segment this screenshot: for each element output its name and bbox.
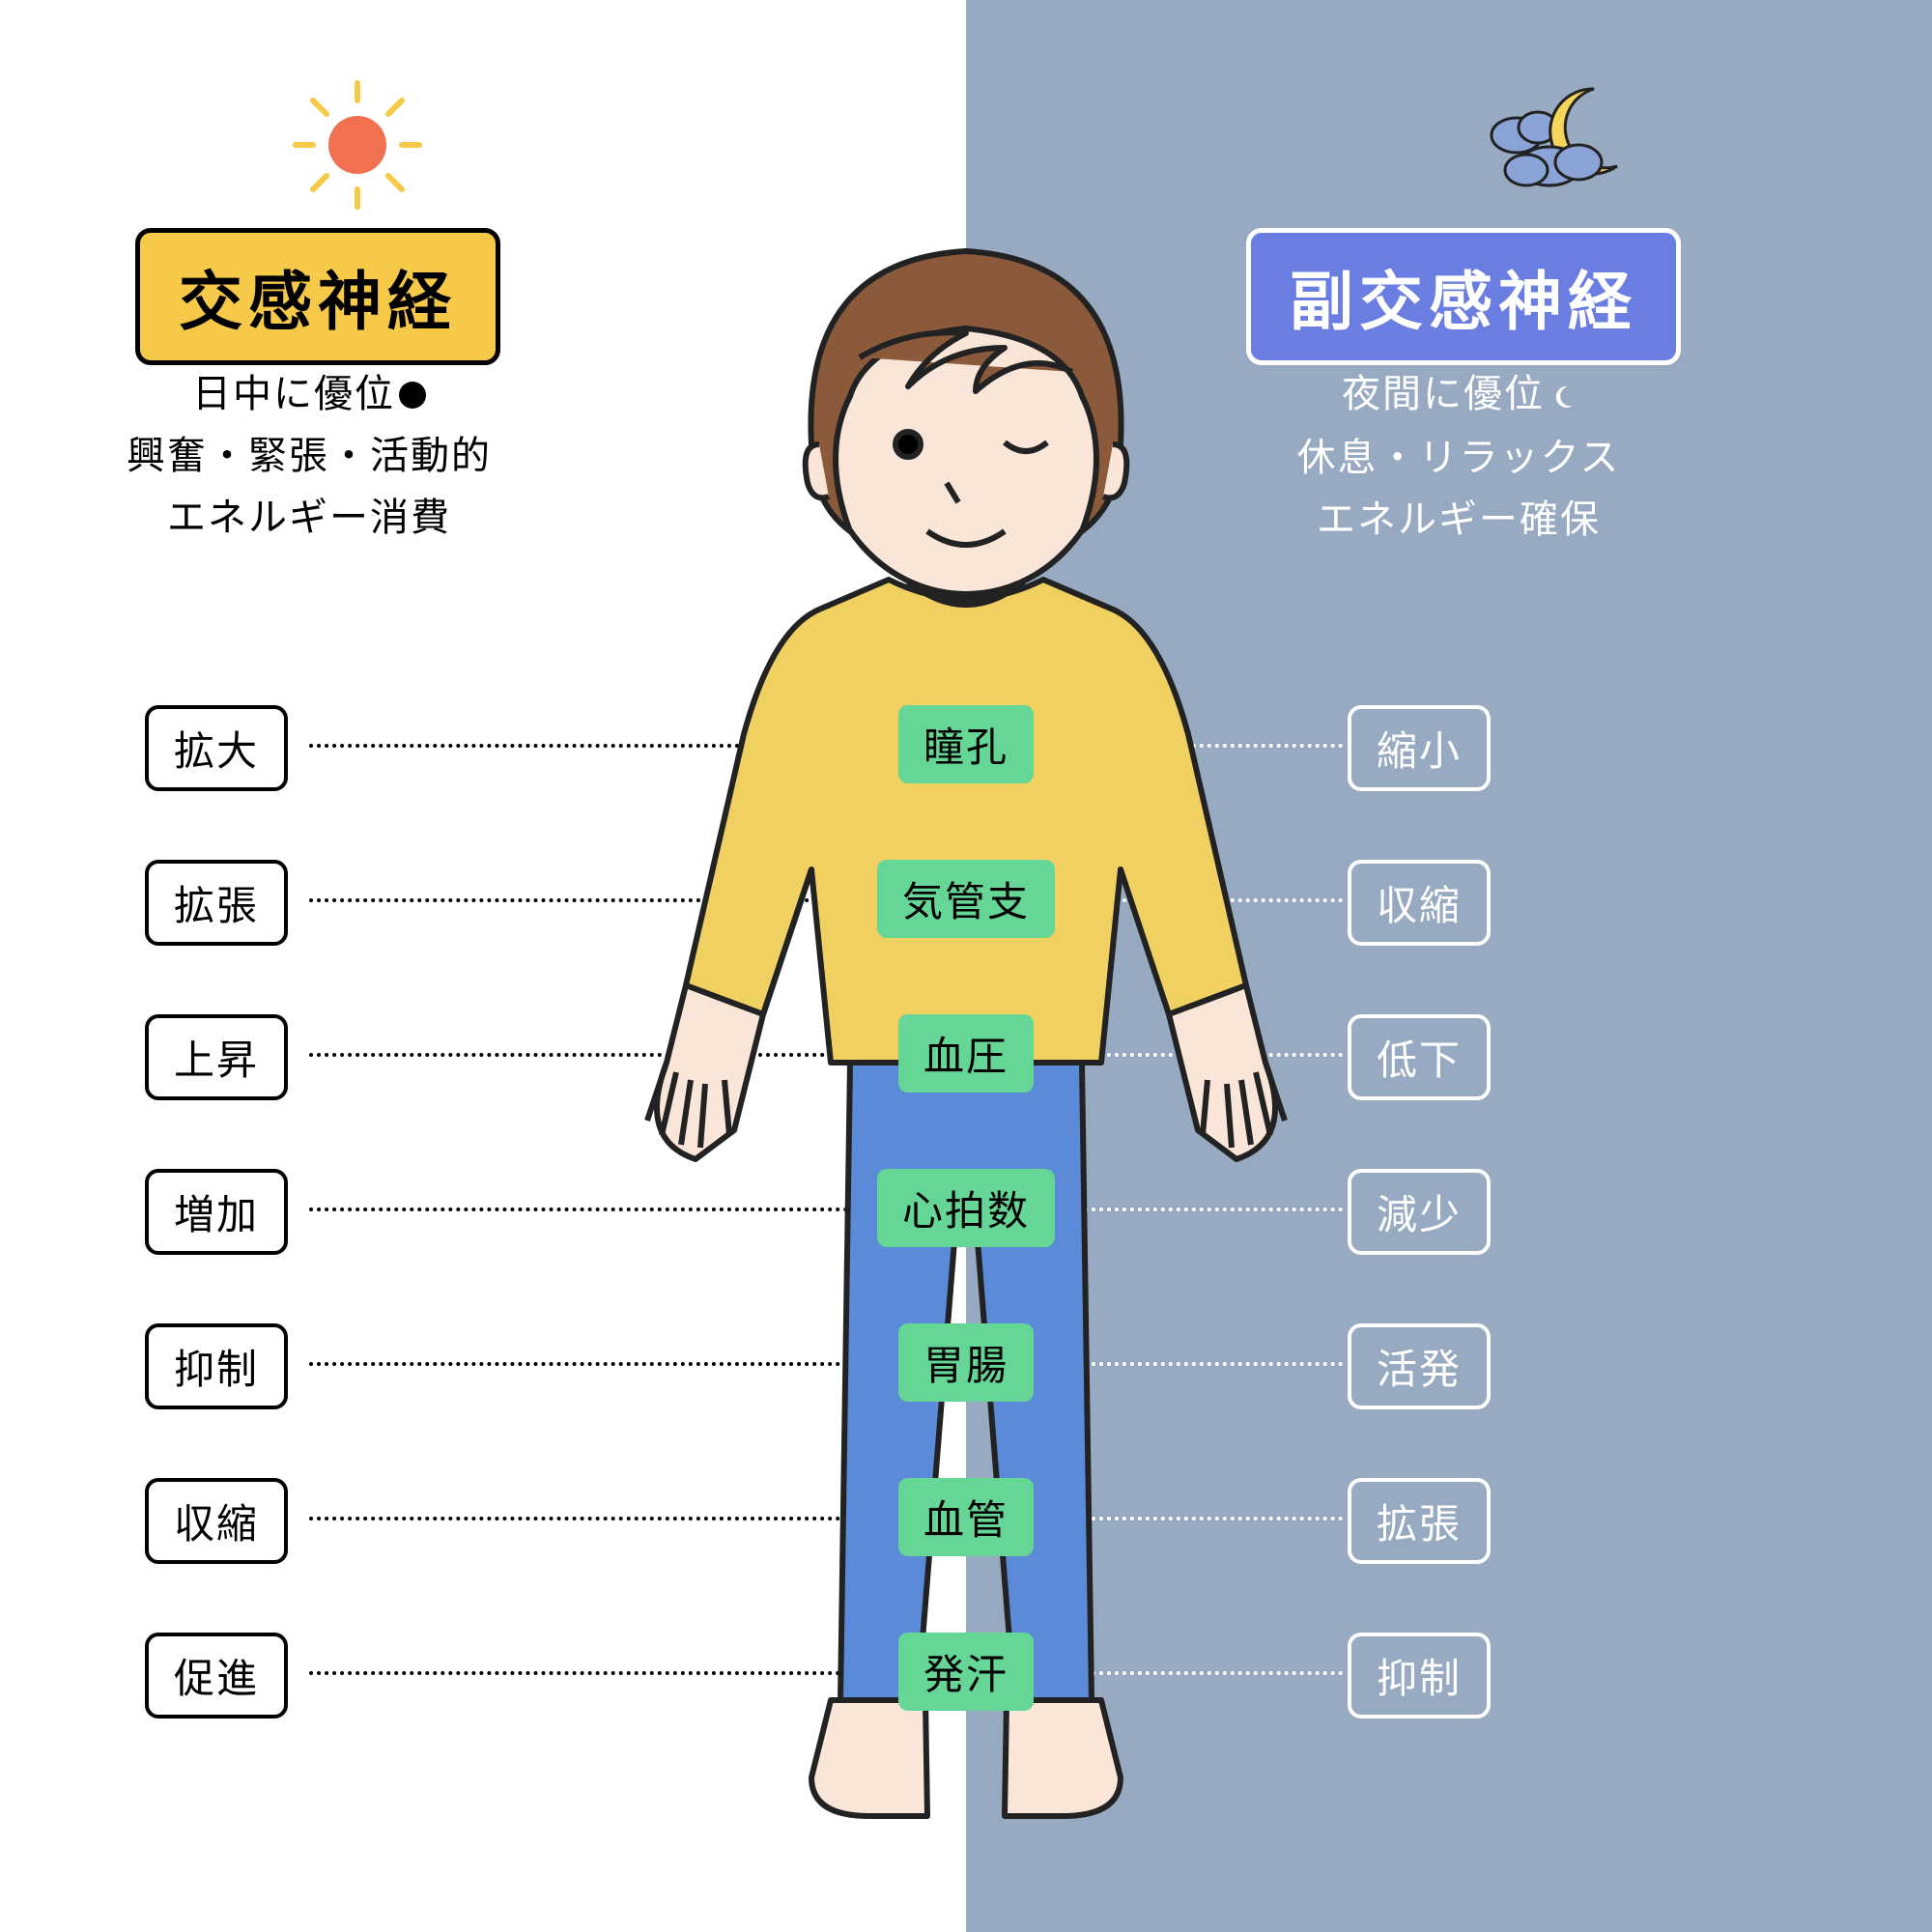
left-effect-label: 抑制 (145, 1323, 288, 1409)
left-effect-label: 増加 (145, 1169, 288, 1255)
organ-label: 血管 (898, 1478, 1034, 1556)
organ-label: 気管支 (877, 860, 1055, 938)
row-4: 抑制活発胃腸 (0, 1323, 1932, 1401)
organ-label: 発汗 (898, 1633, 1034, 1711)
row-0: 拡大縮小瞳孔 (0, 705, 1932, 782)
sun-inline-icon (399, 382, 426, 409)
row-2: 上昇低下血圧 (0, 1014, 1932, 1092)
left-effect-label: 上昇 (145, 1014, 288, 1100)
organ-label: 瞳孔 (898, 705, 1034, 783)
left-sub3: エネルギー消費 (116, 487, 502, 549)
row-6: 促進抑制発汗 (0, 1633, 1932, 1710)
moon-icon (1478, 77, 1633, 203)
diagram-canvas: 交感神経 副交感神経 日中に優位 興奮・緊張・活動的 エネルギー消費 夜間に優位… (0, 0, 1932, 1932)
left-effect-label: 拡張 (145, 860, 288, 946)
moon-inline-icon (1550, 365, 1576, 427)
left-effect-label: 収縮 (145, 1478, 288, 1564)
organ-label: 血圧 (898, 1014, 1034, 1093)
left-sub1: 日中に優位 (192, 373, 395, 415)
row-3: 増加減少心拍数 (0, 1169, 1932, 1246)
row-5: 収縮拡張血管 (0, 1478, 1932, 1555)
left-effect-label: 促進 (145, 1633, 288, 1719)
sun-icon (290, 77, 425, 213)
sympathetic-title: 交感神経 (135, 228, 500, 365)
left-sub2: 興奮・緊張・活動的 (116, 425, 502, 487)
left-effect-label: 拡大 (145, 705, 288, 791)
organ-label: 胃腸 (898, 1323, 1034, 1402)
row-1: 拡張収縮気管支 (0, 860, 1932, 937)
organ-label: 心拍数 (877, 1169, 1055, 1247)
sympathetic-subtext: 日中に優位 興奮・緊張・活動的 エネルギー消費 (116, 363, 502, 549)
